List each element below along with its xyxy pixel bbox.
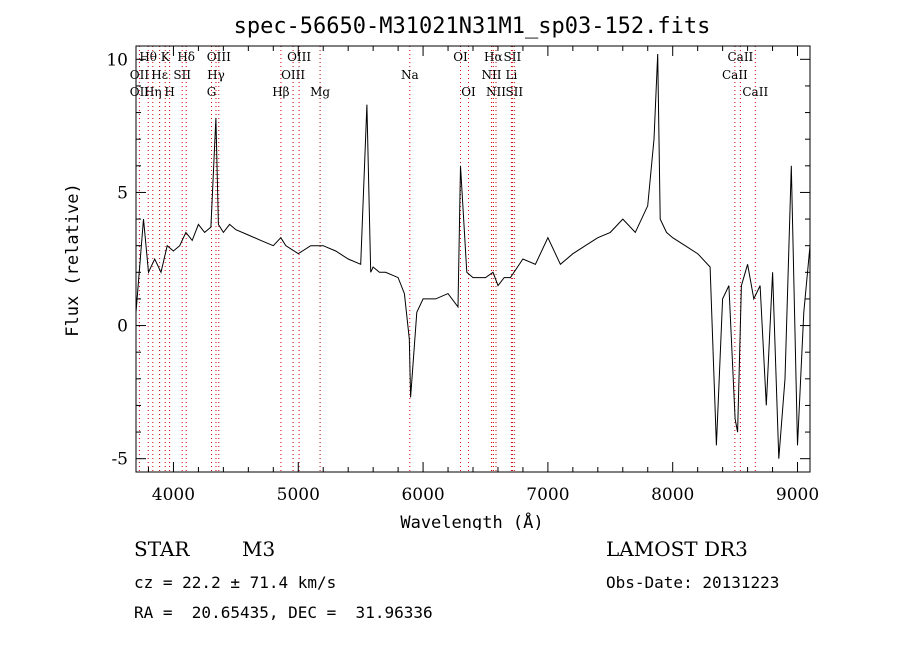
x-tick-label: 7000 — [526, 485, 569, 505]
marker-label: OIII — [281, 68, 305, 82]
marker-label: OI — [453, 50, 468, 64]
x-tick-label: 8000 — [651, 485, 694, 505]
obs-date-text: Obs-Date: 20131223 — [606, 573, 780, 592]
marker-label: Hβ — [272, 85, 289, 99]
marker-label: OI — [461, 85, 476, 99]
spectrum-chart: spec-56650-M31021N31M1_sp03-152.fits Hθ O… — [63, 14, 819, 530]
x-axis: 4000 5000 6000 7000 8000 9000 — [147, 46, 819, 505]
object-class: STAR — [134, 537, 190, 561]
survey-name: LAMOST DR3 — [606, 537, 748, 561]
marker-label: CaII — [727, 50, 753, 64]
x-tick-label: 6000 — [401, 485, 444, 505]
object-subclass: M3 — [242, 537, 276, 561]
x-tick-label: 4000 — [152, 485, 195, 505]
marker-label: G — [207, 85, 217, 99]
y-axis-label: Flux (relative) — [63, 183, 83, 337]
plot-frame — [135, 45, 811, 473]
marker-label: Hε — [151, 68, 168, 82]
marker-label: Hθ — [139, 50, 157, 64]
marker-label: Hγ — [207, 68, 225, 82]
marker-label: OIII — [287, 50, 311, 64]
marker-label: OIII — [207, 50, 231, 64]
spectrum-line — [135, 53, 811, 459]
marker-label: Na — [401, 68, 419, 82]
marker-label: Hη — [144, 85, 162, 99]
marker-label: Li — [505, 68, 517, 82]
marker-label: Hα — [484, 50, 503, 64]
marker-label: OII — [130, 85, 150, 99]
line-marker-group — [138, 46, 756, 472]
x-tick-label: 5000 — [277, 485, 320, 505]
marker-label: OII — [130, 68, 150, 82]
marker-label: CaII — [722, 68, 748, 82]
redshift-text: cz = 22.2 ± 71.4 km/s — [134, 573, 337, 592]
chart-title: spec-56650-M31021N31M1_sp03-152.fits — [234, 14, 711, 39]
x-axis-label: Wavelength (Å) — [400, 511, 543, 530]
marker-label: NII — [482, 68, 502, 82]
y-tick-label: 5 — [117, 183, 128, 203]
y-axis: -5 0 5 10 — [106, 50, 810, 470]
marker-label: CaII — [742, 85, 768, 99]
marker-label: SII — [505, 85, 523, 99]
marker-label: NII — [486, 85, 506, 99]
x-tick-label: 9000 — [776, 485, 819, 505]
marker-label: Mg — [310, 85, 330, 99]
marker-label: H — [164, 85, 174, 99]
marker-label: SII — [173, 68, 191, 82]
y-tick-label: 10 — [106, 50, 128, 70]
marker-label: Hδ — [177, 50, 195, 64]
marker-label: K — [161, 50, 171, 64]
y-tick-label: 0 — [117, 317, 128, 337]
coordinates-text: RA = 20.65435, DEC = 31.96336 — [134, 603, 433, 622]
marker-label: SII — [504, 50, 522, 64]
y-tick-label: -5 — [111, 450, 128, 470]
